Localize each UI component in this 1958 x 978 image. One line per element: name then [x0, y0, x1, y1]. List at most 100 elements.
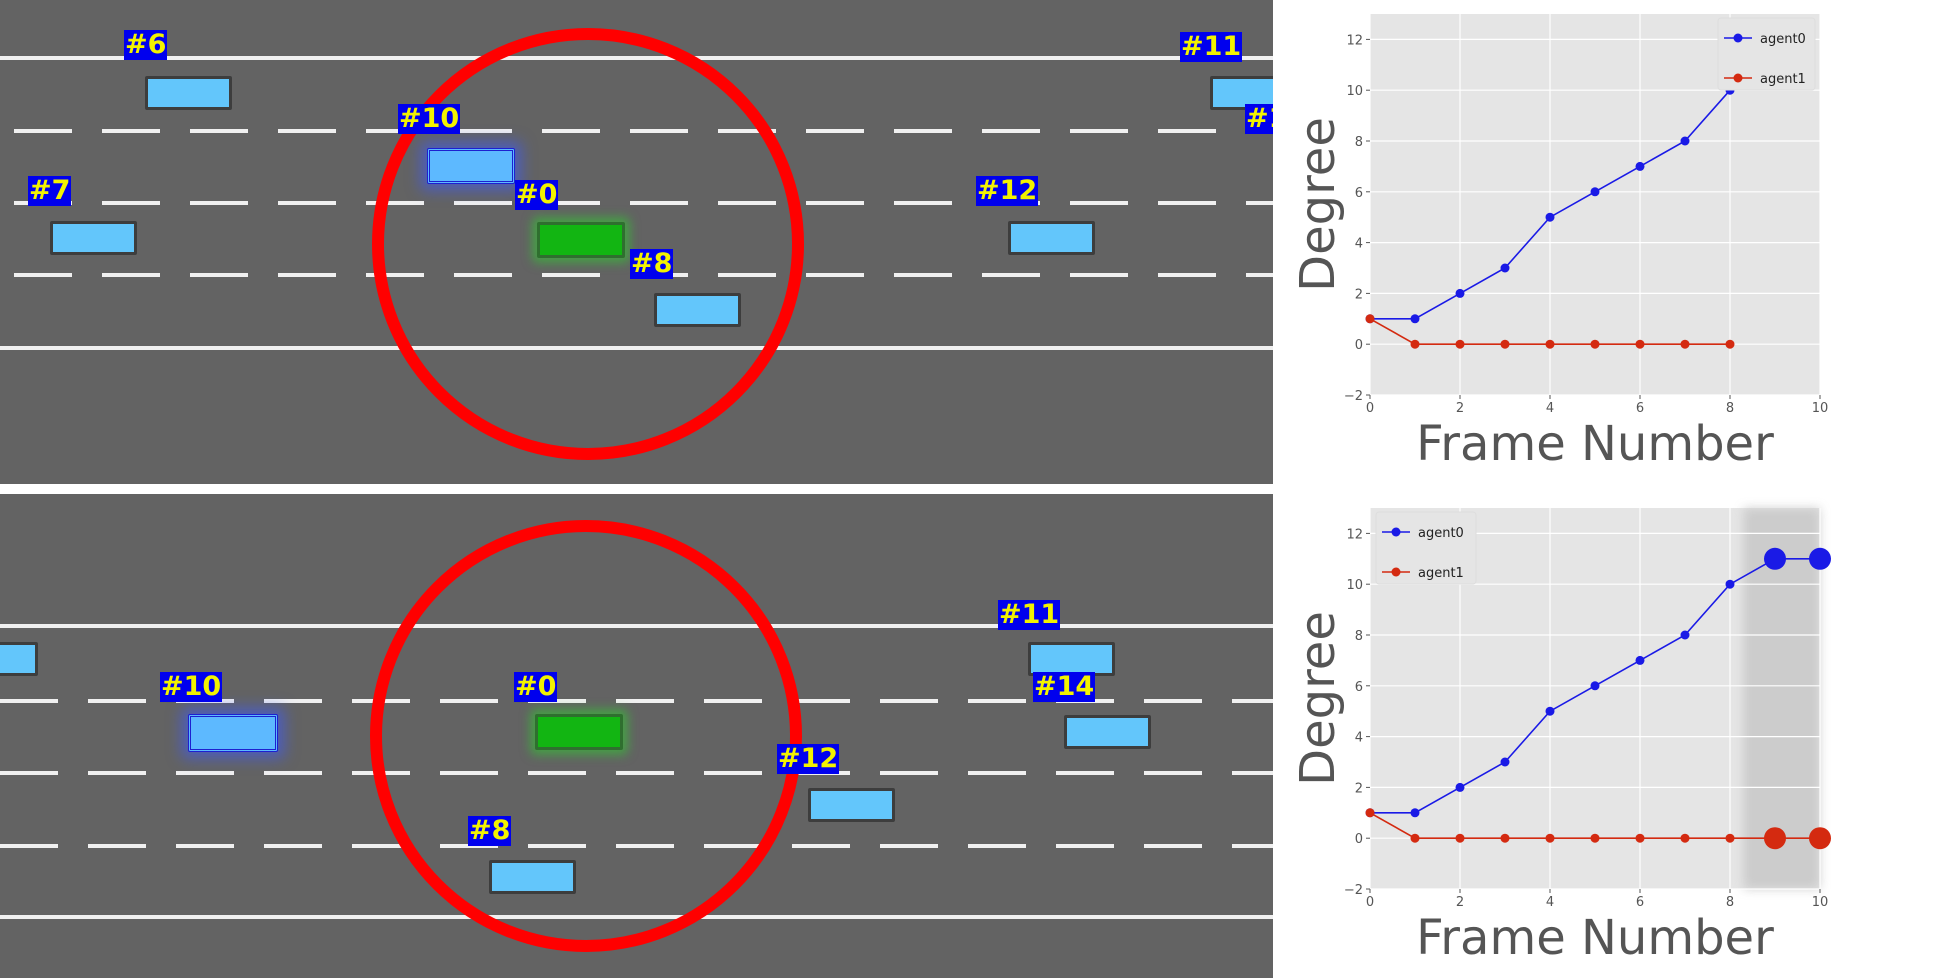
data-point-agent0 [1545, 706, 1555, 716]
x-tick-label: 10 [1812, 401, 1829, 416]
x-tick-label: 6 [1636, 401, 1644, 416]
car-label: #0 [515, 179, 559, 210]
data-point-agent1 [1410, 339, 1420, 349]
data-point-agent1 [1365, 314, 1375, 324]
legend-marker-agent1 [1733, 73, 1743, 83]
predicted-point-agent1 [1764, 827, 1786, 850]
data-point-agent1 [1455, 833, 1465, 843]
data-point-agent1 [1635, 339, 1645, 349]
vehicle-highlighted [188, 714, 278, 752]
y-tick-label: 10 [1346, 84, 1363, 99]
car-label: #10 [160, 671, 223, 702]
vehicle-highlighted [427, 148, 515, 184]
x-tick-label: 8 [1726, 895, 1734, 910]
vehicle [145, 76, 232, 110]
data-point-agent0 [1455, 288, 1465, 298]
road-view-top: #6 #10 #7 #0 #8 #12 #11 #1 [0, 0, 1273, 484]
x-tick-label: 10 [1812, 895, 1829, 910]
y-tick-label: 2 [1355, 287, 1363, 302]
y-tick-label: 6 [1355, 186, 1363, 201]
data-point-agent1 [1545, 833, 1555, 843]
vehicle [50, 221, 137, 255]
data-point-agent1 [1500, 833, 1510, 843]
data-point-agent1 [1590, 339, 1600, 349]
car-label: #10 [398, 103, 461, 134]
legend-marker-agent0 [1391, 527, 1401, 537]
data-point-agent0 [1590, 187, 1600, 197]
y-tick-label: 8 [1355, 135, 1363, 150]
y-tick-label: 0 [1355, 338, 1363, 353]
data-point-agent1 [1410, 833, 1420, 843]
data-point-agent0 [1500, 263, 1510, 273]
data-point-agent1 [1500, 339, 1510, 349]
x-axis-label: Frame Number [1416, 416, 1774, 472]
car-label: #6 [124, 29, 168, 60]
car-label: #14 [1033, 671, 1096, 702]
car-label: #11 [1180, 31, 1243, 62]
data-point-agent0 [1725, 579, 1735, 589]
data-point-agent1 [1455, 339, 1465, 349]
x-tick-label: 2 [1456, 401, 1464, 416]
data-point-agent0 [1545, 212, 1555, 222]
y-tick-label: 8 [1355, 629, 1363, 644]
car-label: #11 [998, 599, 1061, 630]
ego-vehicle [537, 222, 625, 258]
predicted-point-agent0 [1809, 547, 1831, 570]
y-tick-label: 4 [1355, 237, 1363, 252]
y-tick-label: 2 [1355, 781, 1363, 796]
x-tick-label: 4 [1546, 401, 1554, 416]
data-point-agent0 [1635, 161, 1645, 171]
degree-chart-top: 0 2 4 6 8 10 −2 0 2 4 6 8 10 12 Frame Number Degree agen… [1273, 0, 1958, 484]
y-tick-label: 0 [1355, 832, 1363, 847]
data-point-agent0 [1680, 136, 1690, 146]
car-label: #7 [28, 175, 72, 206]
vehicle [0, 642, 38, 676]
data-point-agent1 [1545, 339, 1555, 349]
data-point-agent0 [1680, 630, 1690, 640]
car-label: #8 [630, 248, 674, 279]
x-tick-label: 6 [1636, 895, 1644, 910]
data-point-agent0 [1500, 757, 1510, 767]
data-point-agent0 [1410, 314, 1420, 324]
data-point-agent1 [1680, 833, 1690, 843]
legend-marker-agent0 [1733, 33, 1743, 43]
predicted-point-agent0 [1764, 547, 1786, 570]
x-tick-label: 0 [1366, 401, 1374, 416]
x-tick-label: 0 [1366, 895, 1374, 910]
car-label: #12 [976, 175, 1039, 206]
vehicle [1064, 715, 1151, 749]
vehicle [654, 293, 741, 327]
x-tick-label: 2 [1456, 895, 1464, 910]
vehicle [1008, 221, 1095, 255]
legend-box [1717, 17, 1816, 91]
data-point-agent0 [1590, 681, 1600, 691]
x-tick-label: 4 [1546, 895, 1554, 910]
data-point-agent1 [1725, 833, 1735, 843]
data-point-agent0 [1410, 808, 1420, 818]
car-label: #0 [514, 671, 558, 702]
legend-label-agent0: agent0 [1760, 32, 1806, 47]
data-point-agent0 [1455, 782, 1465, 792]
vehicle [808, 788, 895, 822]
degree-chart-bottom: 0 2 4 6 8 10 −2 0 2 4 6 8 10 12 Frame Number Degree agen… [1273, 494, 1958, 978]
y-tick-label: 12 [1346, 33, 1363, 48]
car-label: #1 [1245, 104, 1273, 134]
road-view-bottom: #10 #0 #8 #12 #11 #14 [0, 494, 1273, 978]
y-tick-label: 6 [1355, 680, 1363, 695]
y-tick-label: 4 [1355, 731, 1363, 746]
data-point-agent0 [1635, 655, 1645, 665]
legend-label-agent1: agent1 [1418, 566, 1464, 581]
y-tick-label: 10 [1346, 578, 1363, 593]
predicted-point-agent1 [1809, 827, 1831, 850]
prediction-highlight [1743, 508, 1820, 889]
vehicle [489, 860, 576, 894]
y-axis-label: Degree [1290, 611, 1346, 786]
legend-marker-agent1 [1391, 567, 1401, 577]
data-point-agent1 [1635, 833, 1645, 843]
y-tick-label: −2 [1344, 883, 1363, 898]
x-tick-label: 8 [1726, 401, 1734, 416]
data-point-agent1 [1725, 339, 1735, 349]
y-axis-label: Degree [1290, 117, 1346, 292]
